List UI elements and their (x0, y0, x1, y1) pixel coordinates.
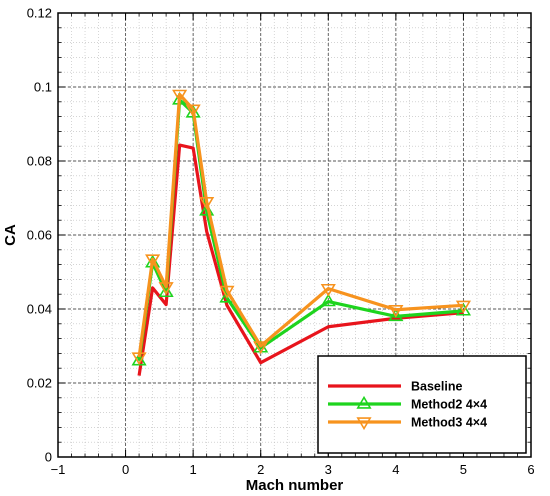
y-axis-title: CA (2, 224, 19, 246)
series-line (137, 92, 464, 358)
y-tick-label: 0.12 (27, 6, 52, 21)
x-tick-label: 1 (190, 462, 197, 477)
x-tick-label: 0 (122, 462, 129, 477)
x-tick-label: 3 (325, 462, 332, 477)
series-layer (131, 89, 472, 376)
data-point-marker (145, 254, 161, 268)
series-3 (131, 89, 472, 366)
data-point-marker (253, 341, 269, 355)
legend: Baseline Method2 4×4 Method3 4×4 (317, 355, 527, 454)
tick-labels: −1 0 1 2 3 4 5 600.020.040.060.080.10.12 (27, 6, 535, 478)
legend-swatch-marker (356, 395, 372, 409)
ticks-layer (57, 12, 532, 458)
data-point-marker (131, 352, 147, 366)
data-point-marker (199, 197, 215, 210)
legend-swatch-marker (356, 417, 372, 431)
y-tick-label: 0.08 (27, 154, 52, 169)
data-point-marker (455, 302, 472, 316)
data-point-marker (158, 282, 174, 295)
legend-label: Baseline (411, 380, 462, 394)
data-point-marker (185, 104, 201, 118)
x-tick-label: 5 (460, 462, 467, 477)
data-point-marker (455, 300, 472, 314)
data-point-marker (320, 293, 336, 307)
data-point-marker (219, 285, 235, 299)
series-line (137, 143, 464, 376)
data-point-marker (172, 89, 188, 103)
data-point-marker (388, 305, 404, 318)
data-point-marker (388, 308, 404, 322)
y-tick-label: 0.1 (34, 80, 52, 95)
x-tick-label: 2 (257, 462, 264, 477)
data-point-marker (320, 283, 336, 297)
legend-label: Method3 4×4 (411, 416, 487, 430)
x-tick-label: 4 (392, 462, 399, 477)
data-point-marker (158, 284, 174, 298)
y-tick-label: 0.06 (27, 228, 52, 243)
y-tick-label: 0 (45, 450, 52, 465)
x-axis-title: Mach number (246, 477, 344, 494)
legend-label: Method2 4×4 (411, 398, 487, 412)
x-tick-label: 6 (527, 462, 534, 477)
y-tick-label: 0.02 (27, 376, 52, 391)
series-1 (137, 143, 464, 376)
x-tick-label: −1 (51, 462, 66, 477)
y-tick-label: 0.04 (27, 302, 52, 317)
